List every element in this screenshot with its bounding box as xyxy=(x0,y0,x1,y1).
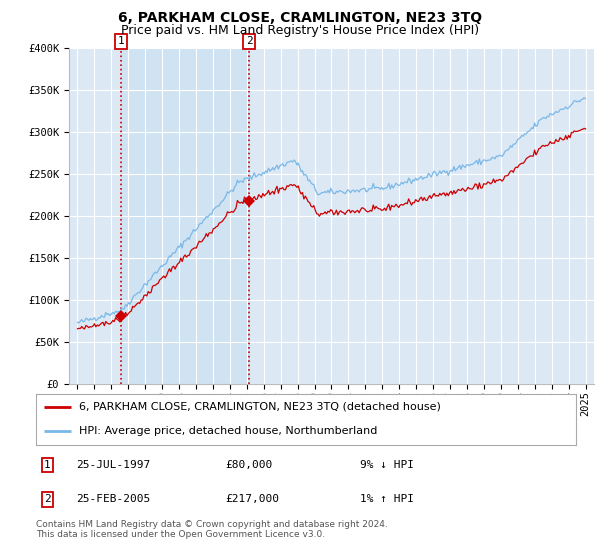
Text: 9% ↓ HPI: 9% ↓ HPI xyxy=(360,460,414,470)
Text: 6, PARKHAM CLOSE, CRAMLINGTON, NE23 3TQ (detached house): 6, PARKHAM CLOSE, CRAMLINGTON, NE23 3TQ … xyxy=(79,402,441,412)
Text: 25-FEB-2005: 25-FEB-2005 xyxy=(77,494,151,504)
Text: £80,000: £80,000 xyxy=(225,460,272,470)
Text: 6, PARKHAM CLOSE, CRAMLINGTON, NE23 3TQ: 6, PARKHAM CLOSE, CRAMLINGTON, NE23 3TQ xyxy=(118,11,482,25)
Text: HPI: Average price, detached house, Northumberland: HPI: Average price, detached house, Nort… xyxy=(79,426,377,436)
Bar xyxy=(121,48,249,384)
Text: 25-JUL-1997: 25-JUL-1997 xyxy=(77,460,151,470)
Text: Contains HM Land Registry data © Crown copyright and database right 2024.
This d: Contains HM Land Registry data © Crown c… xyxy=(36,520,388,539)
Text: 1: 1 xyxy=(118,36,124,46)
Text: Price paid vs. HM Land Registry's House Price Index (HPI): Price paid vs. HM Land Registry's House … xyxy=(121,24,479,36)
Text: 1% ↑ HPI: 1% ↑ HPI xyxy=(360,494,414,504)
Text: £217,000: £217,000 xyxy=(225,494,279,504)
Text: 1: 1 xyxy=(44,460,51,470)
Text: 2: 2 xyxy=(246,36,253,46)
Text: 2: 2 xyxy=(44,494,51,504)
